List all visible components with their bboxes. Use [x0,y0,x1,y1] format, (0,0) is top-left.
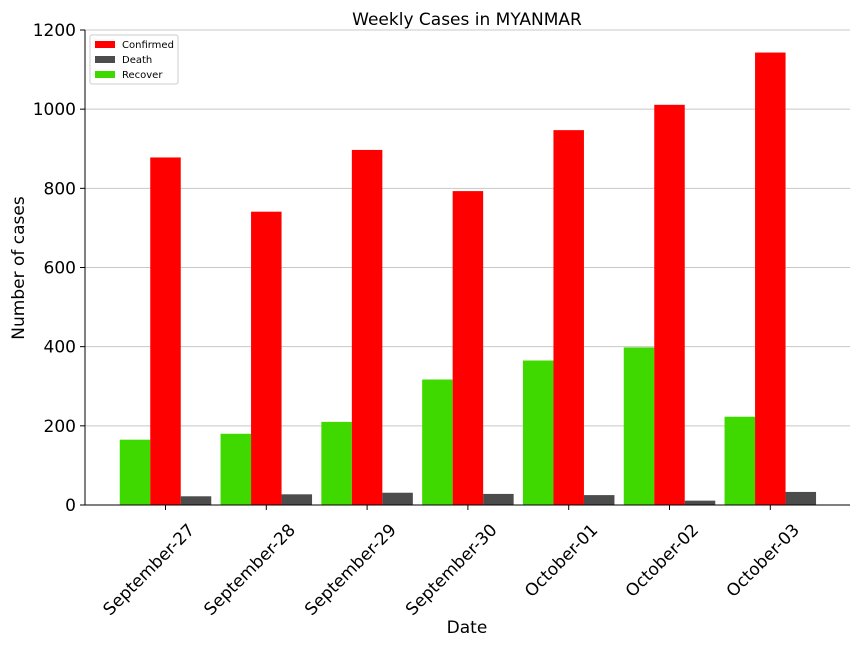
bar-death [483,493,514,505]
bar-confirmed [351,149,383,505]
legend-label: Confirmed [122,40,174,51]
bar-confirmed [452,191,484,505]
legend-label: Death [122,55,152,66]
x-ticks: September-27 September-28 September-29 Sept… [100,505,804,620]
bar-recover [220,433,252,505]
y-tick-label: 800 [44,179,76,199]
bar-recover [522,360,554,505]
bar-death [382,492,413,505]
y-tick-label: 600 [44,259,76,279]
legend-swatch [95,56,115,63]
x-tick-label: October-01 [521,520,602,601]
y-ticks: 0 200 400 600 800 1000 1200 [33,21,85,516]
bar-death [684,500,716,505]
x-tick-label: September-27 [100,520,199,619]
x-axis-label: Date [447,618,488,638]
legend: Confirmed Death Recover [89,34,179,85]
x-tick-label: September-29 [301,520,400,619]
bar-confirmed [654,104,685,505]
bar-death [785,491,817,505]
x-tick-label: September-30 [402,520,501,619]
y-tick-label: 1000 [33,100,76,120]
legend-label: Recover [122,70,163,81]
x-tick-label: October-02 [622,520,703,601]
y-tick-label: 1200 [33,21,76,41]
y-tick-label: 400 [44,338,76,358]
bar-confirmed [150,157,181,506]
bar-recover [724,416,756,505]
bar-confirmed [553,130,584,506]
bar-recover [119,439,151,505]
x-tick-label: October-03 [723,520,804,601]
bar-death [281,494,313,505]
legend-swatch [95,71,115,78]
bar-confirmed [755,52,786,505]
bar-confirmed [251,211,282,505]
y-axis-label: Number of cases [9,196,29,340]
legend-swatch [95,41,115,48]
bar-death [583,495,615,505]
y-tick-label: 0 [65,496,76,516]
chart-title: Weekly Cases in MYANMAR [352,10,582,30]
bar-recover [623,347,655,505]
bar-recover [422,379,453,505]
bar-death [180,496,212,505]
bars [119,52,817,506]
bar-recover [321,421,352,505]
x-tick-label: September-28 [200,520,299,619]
y-tick-label: 200 [44,417,76,437]
